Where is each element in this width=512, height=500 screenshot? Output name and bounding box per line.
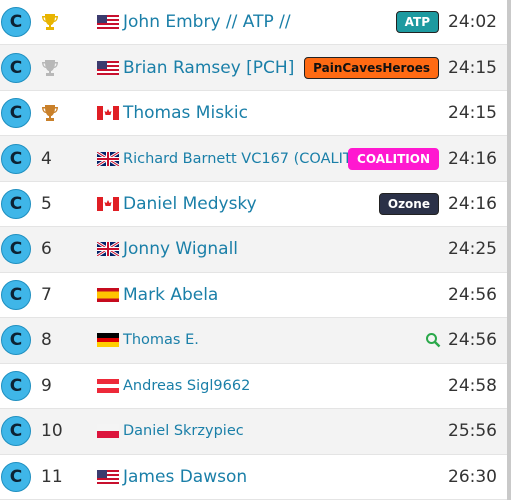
position: 7: [41, 284, 52, 305]
position: 4: [41, 148, 52, 169]
trophy: [41, 104, 59, 122]
time: 26:30: [448, 466, 497, 487]
team-badge: COALITION: [348, 147, 439, 170]
category: C: [1, 416, 31, 447]
flag: [97, 379, 119, 393]
flag: [97, 424, 119, 438]
category: C: [1, 325, 31, 356]
time: 24:16: [448, 194, 497, 215]
category: C: [1, 279, 31, 310]
time: 25:56: [448, 421, 497, 442]
rider-name[interactable]: Brian Ramsey [PCH]: [123, 57, 295, 78]
rider-name[interactable]: Richard Barnett VC167 (COALITION: [123, 150, 379, 167]
category: C: [1, 234, 31, 265]
rider-row[interactable]: C John Embry // ATP // ATP 24:02: [0, 0, 507, 46]
time: 24:15: [448, 103, 497, 124]
rider-row[interactable]: C 8 Thomas E. 24:56: [0, 318, 507, 364]
position: 8: [41, 330, 52, 351]
flag: [97, 197, 119, 211]
category: C: [1, 98, 31, 129]
rider-name[interactable]: Daniel Medysky: [123, 194, 257, 215]
time: 24:56: [448, 330, 497, 351]
rider-row[interactable]: C 10 Daniel Skrzypiec 25:56: [0, 409, 507, 455]
team-badge: Ozone: [378, 193, 439, 216]
rider-row[interactable]: C Brian Ramsey [PCH] PainCavesHeroes 24:15: [0, 45, 507, 91]
rider-name[interactable]: Jonny Wignall: [123, 239, 239, 260]
rider-row[interactable]: C Thomas Miskic 24:15: [0, 91, 507, 137]
rider-name[interactable]: Andreas Sigl9662: [123, 377, 251, 394]
rider-name[interactable]: James Dawson: [123, 466, 248, 487]
category: C: [1, 370, 31, 401]
category: C: [1, 461, 31, 492]
position: 11: [41, 466, 63, 487]
team-badge: PainCavesHeroes: [304, 56, 439, 79]
rider-name[interactable]: Thomas Miskic: [123, 103, 248, 124]
flag: [97, 470, 119, 484]
trophy: [41, 13, 59, 31]
time: 24:16: [448, 148, 497, 169]
flag: [97, 333, 119, 347]
rider-row[interactable]: C 4 Richard Barnett VC167 (COALITION COALIT…: [0, 136, 507, 182]
category: C: [1, 52, 31, 83]
position: 9: [41, 375, 52, 396]
rider-row[interactable]: C 6 Jonny Wignall 24:25: [0, 227, 507, 273]
rider-row[interactable]: C 11 James Dawson 26:30: [0, 455, 507, 500]
trophy: [41, 59, 59, 77]
time: 24:02: [448, 12, 497, 33]
time: 24:58: [448, 375, 497, 396]
time: 24:15: [448, 57, 497, 78]
team-badge: ATP: [395, 11, 439, 34]
position: 10: [41, 421, 63, 442]
rider-name[interactable]: Mark Abela: [123, 284, 219, 305]
time: 24:25: [448, 239, 497, 260]
category: C: [1, 7, 31, 38]
rider-name[interactable]: Daniel Skrzypiec: [123, 423, 244, 440]
flag: [97, 106, 119, 120]
flag: [97, 242, 119, 256]
flag: [97, 152, 119, 166]
rider-name[interactable]: John Embry // ATP //: [123, 12, 291, 33]
flag: [97, 288, 119, 302]
time: 24:56: [448, 284, 497, 305]
position: 6: [41, 239, 52, 260]
category: C: [1, 143, 31, 174]
rider-row[interactable]: C 5 Daniel Medysky Ozone 24:16: [0, 182, 507, 228]
position: 5: [41, 194, 52, 215]
rider-row[interactable]: C 9 Andreas Sigl9662 24:58: [0, 364, 507, 410]
rider-name[interactable]: Thomas E.: [123, 332, 199, 349]
search-icon[interactable]: [425, 332, 441, 348]
category: C: [1, 189, 31, 220]
flag: [97, 15, 119, 29]
flag: [97, 61, 119, 75]
rider-row[interactable]: C 7 Mark Abela 24:56: [0, 273, 507, 319]
